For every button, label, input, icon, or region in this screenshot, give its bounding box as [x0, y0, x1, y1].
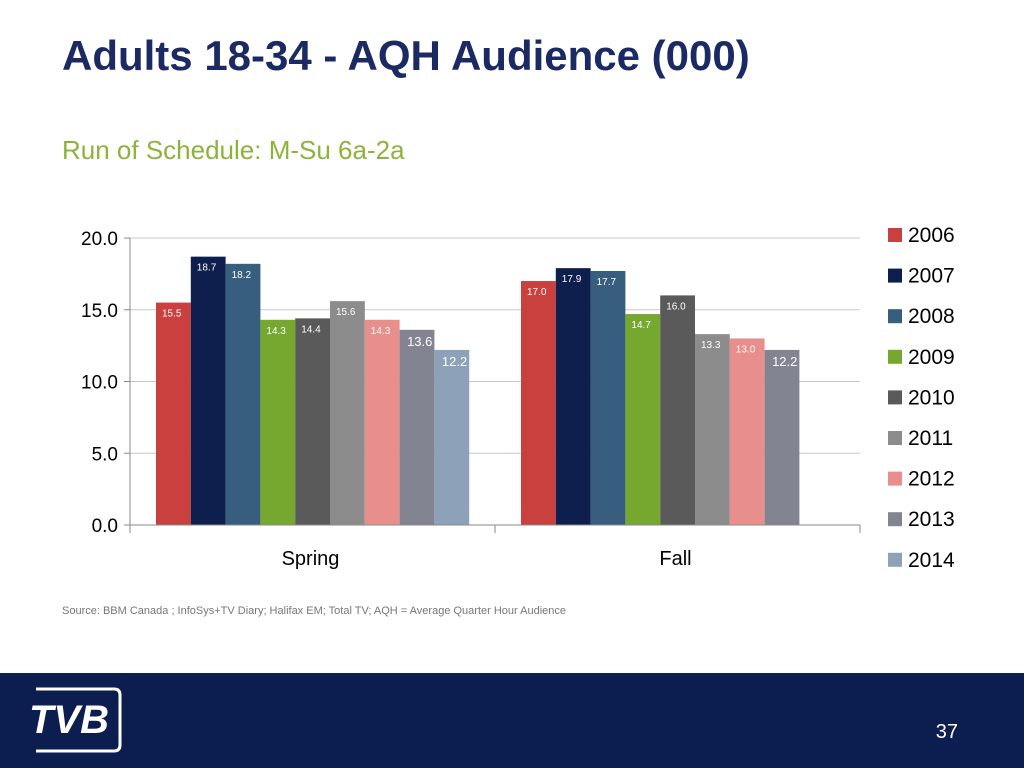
- source-note: Source: BBM Canada ; InfoSys+TV Diary; H…: [62, 605, 567, 617]
- bar-data-label: 17.7: [597, 277, 617, 288]
- slide-subtitle: Run of Schedule: M-Su 6a-2a: [62, 135, 405, 165]
- logo-text: TVB: [29, 698, 109, 742]
- bar-2007-spring: [190, 256, 226, 525]
- bar-data-label: 14.3: [371, 326, 391, 337]
- bar-2006-spring: [156, 302, 191, 525]
- bar-data-label: 17.9: [562, 274, 582, 285]
- legend-swatch-2013: [888, 512, 902, 527]
- bar-2013-fall: [764, 349, 800, 525]
- legend-label: 2006: [908, 224, 955, 247]
- bar-data-label: 14.7: [631, 320, 651, 331]
- legend-label: 2008: [908, 305, 955, 328]
- legend-label: 2013: [908, 508, 955, 531]
- chart-axes: 20.0 15.0 10.0 5.0 0.0 Spring Fall: [81, 229, 861, 570]
- bar-2013-spring: [399, 329, 435, 525]
- bar-data-label: 16.0: [666, 301, 686, 312]
- legend-label: 2011: [908, 427, 953, 450]
- legend-swatch-2008: [888, 309, 902, 324]
- aqh-bar-chart: 15.5 17.0 18.7 17.9 18.2 17.7 14.3 14.7 14.4 16.0…: [81, 224, 955, 572]
- bar-data-label: 18.7: [197, 263, 217, 274]
- bar-2011-fall: [695, 334, 730, 525]
- bar-2009-fall: [625, 314, 661, 525]
- bar-2014-spring: [434, 349, 470, 525]
- bar-2006-fall: [521, 281, 556, 525]
- bar-data-label: 12.2: [442, 354, 467, 369]
- legend-label: 2009: [908, 346, 955, 369]
- bar-data-label: 15.6: [336, 307, 356, 318]
- legend-label: 2007: [908, 265, 955, 288]
- y-tick-label: 5.0: [92, 444, 118, 465]
- tvb-logo: TVB: [29, 687, 122, 753]
- y-tick-label: 0.0: [92, 516, 118, 537]
- x-tick-label: Spring: [282, 548, 340, 570]
- slide-title: Adults 18-34 - AQH Audience (000): [62, 32, 750, 79]
- y-tick-label: 20.0: [81, 229, 118, 250]
- bar-data-label: 13.6: [407, 334, 432, 349]
- legend-swatch-2012: [888, 471, 902, 486]
- bar-data-label: 18.2: [232, 270, 252, 281]
- bar-2008-fall: [590, 271, 626, 525]
- legend-label: 2010: [908, 386, 955, 409]
- bar-data-label: 14.3: [266, 326, 286, 337]
- legend-swatch-2006: [888, 228, 902, 242]
- bar-2010-spring: [295, 318, 330, 525]
- bar-2010-fall: [660, 295, 695, 525]
- bar-2011-spring: [330, 301, 365, 525]
- y-tick-label: 15.0: [81, 301, 118, 322]
- bar-data-label: 17.0: [527, 287, 547, 298]
- bar-data-label: 15.5: [162, 309, 182, 320]
- x-tick-label: Fall: [659, 548, 691, 570]
- page-number: 37: [935, 721, 958, 743]
- bar-2007-fall: [555, 268, 591, 525]
- bar-2012-fall: [729, 338, 765, 525]
- y-tick-label: 10.0: [81, 373, 118, 394]
- legend-swatch-2011: [888, 431, 902, 445]
- bar-data-label: 12.2: [772, 354, 797, 369]
- bar-data-label: 13.3: [701, 340, 721, 351]
- bar-data-label: 14.4: [301, 324, 321, 335]
- bar-2008-spring: [225, 263, 261, 525]
- bar-2012-spring: [364, 319, 400, 525]
- legend-swatch-2007: [888, 268, 902, 283]
- legend-swatch-2009: [888, 349, 902, 364]
- legend-swatch-2010: [888, 390, 902, 405]
- bar-data-label: 13.0: [736, 344, 756, 355]
- legend-label: 2014: [908, 549, 955, 572]
- chart-legend: 2006 2007 2008 2009 2010 2011 2012 2013 2014: [888, 224, 955, 572]
- chart-bars: 15.5 17.0 18.7 17.9 18.2 17.7 14.3 14.7 14.4 16.0…: [156, 256, 800, 525]
- footer-bar: TVB 37: [0, 673, 1024, 768]
- bar-2009-spring: [260, 319, 296, 525]
- legend-label: 2012: [908, 468, 955, 491]
- legend-swatch-2014: [888, 552, 902, 567]
